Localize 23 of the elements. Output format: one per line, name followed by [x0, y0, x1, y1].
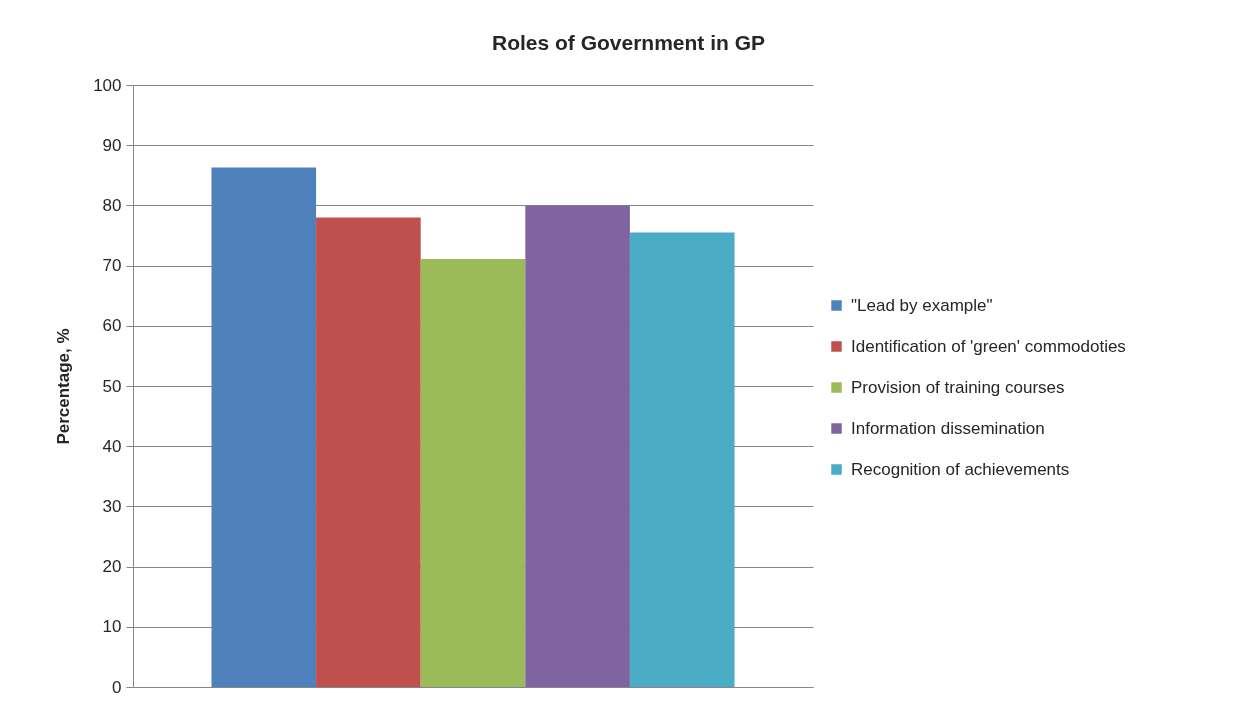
y-tick-label: 40 [102, 436, 122, 456]
bar [211, 167, 317, 687]
y-tick-label: 90 [102, 135, 122, 155]
legend-label: Identification of 'green' commodoties [851, 336, 1126, 356]
y-tick-label: 60 [102, 316, 122, 336]
legend-label: Recognition of achievements [851, 459, 1070, 479]
legend-label: "Lead by example" [851, 295, 993, 315]
y-tick-label: 10 [102, 617, 122, 637]
y-axis-title: Percentage, % [54, 328, 74, 445]
chart-title: Roles of Government in GP [491, 31, 766, 54]
legend-label: Information dissemination [851, 418, 1045, 438]
y-tick-label: 50 [102, 376, 122, 396]
bar [316, 217, 421, 687]
y-tick-label: 0 [112, 677, 122, 697]
bar [525, 205, 630, 687]
y-tick-label: 20 [102, 557, 122, 577]
legend-label: Provision of training courses [851, 377, 1065, 397]
y-tick-label: 100 [93, 75, 122, 95]
y-tick-label: 30 [102, 496, 122, 516]
y-tick-label: 80 [102, 195, 122, 215]
bar [629, 232, 735, 687]
y-tick-label: 70 [102, 256, 122, 276]
bar [420, 258, 526, 687]
